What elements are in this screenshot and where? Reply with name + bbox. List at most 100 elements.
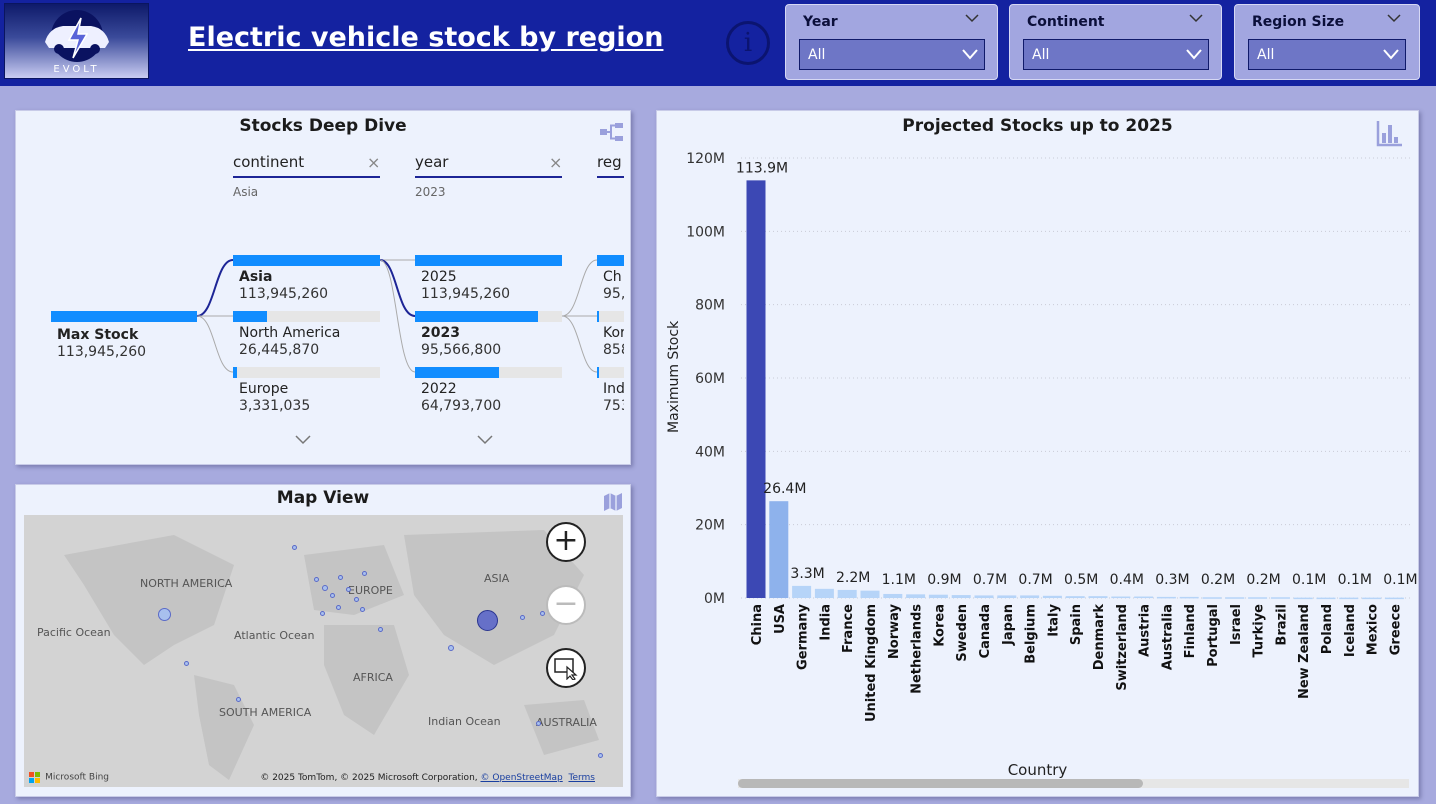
map-bubble[interactable]	[448, 645, 454, 651]
map-bubble[interactable]	[354, 597, 359, 602]
info-icon[interactable]: i	[726, 21, 770, 65]
continent-node-value: 3,331,035	[239, 398, 311, 414]
bar-australia[interactable]	[1156, 596, 1176, 599]
region-node-name: Ch	[603, 269, 622, 285]
root-bar[interactable]	[51, 311, 197, 322]
year-dropdown[interactable]: All	[799, 39, 985, 70]
bar-korea[interactable]	[928, 594, 948, 598]
region-bar[interactable]	[597, 255, 624, 266]
region-bar[interactable]	[597, 311, 624, 322]
bar-switzerland[interactable]	[1111, 596, 1131, 599]
scrollbar-thumb[interactable]	[738, 779, 1143, 788]
microsoft-logo-icon	[29, 772, 40, 783]
terms-link[interactable]: Terms	[568, 773, 595, 783]
map-label: EUROPE	[348, 584, 393, 597]
bar-brazil[interactable]	[1270, 597, 1290, 599]
osm-link[interactable]: © OpenStreetMap	[480, 773, 563, 783]
map-label: Indian Ocean	[428, 715, 501, 728]
bar-usa[interactable]	[769, 501, 789, 598]
bar-germany[interactable]	[792, 585, 812, 598]
filter-chip-region[interactable]: reg	[597, 153, 624, 183]
map-bubble[interactable]	[292, 545, 297, 550]
bar-mexico[interactable]	[1362, 597, 1382, 600]
horizontal-scrollbar[interactable]	[738, 779, 1409, 788]
region-node-value: 858	[603, 342, 624, 358]
bar-norway[interactable]	[883, 593, 903, 598]
bar-belgium[interactable]	[1020, 595, 1040, 598]
bar-india[interactable]	[814, 588, 834, 598]
year-bar[interactable]	[415, 367, 562, 378]
chevron-down-icon[interactable]	[965, 13, 979, 23]
year-bar[interactable]	[415, 311, 562, 322]
bar-spain[interactable]	[1065, 596, 1085, 598]
logo-text: EVOLT	[53, 64, 100, 75]
bar-canada[interactable]	[974, 595, 994, 598]
chevron-down-icon[interactable]	[294, 434, 312, 446]
continent-bar[interactable]	[233, 367, 380, 378]
close-icon[interactable]: ×	[549, 153, 563, 172]
bar-china[interactable]	[746, 180, 766, 598]
map-bubble[interactable]	[322, 585, 328, 591]
lasso-select-button[interactable]	[546, 648, 586, 688]
chip-label: reg	[597, 153, 622, 171]
map-label: Atlantic Ocean	[234, 629, 315, 642]
region-size-slicer[interactable]: Region Size All	[1234, 4, 1420, 80]
zoom-out-button[interactable]: −	[546, 585, 586, 625]
map-bubble-usa[interactable]	[158, 608, 171, 621]
map-bubble[interactable]	[336, 605, 341, 610]
close-icon[interactable]: ×	[367, 153, 381, 172]
bar-france[interactable]	[837, 589, 857, 598]
chip-underline	[415, 176, 562, 178]
bar-new-zealand[interactable]	[1293, 597, 1313, 600]
year-node-name: 2022	[421, 381, 457, 397]
bar-denmark[interactable]	[1088, 596, 1108, 598]
bar-portugal[interactable]	[1202, 597, 1222, 599]
region-bar[interactable]	[597, 367, 624, 378]
map-canvas[interactable]: NORTH AMERICA EUROPE ASIA Pacific Ocean …	[24, 515, 623, 787]
chevron-down-icon[interactable]	[1387, 13, 1401, 23]
map-bubble[interactable]	[536, 721, 541, 726]
dropdown-value: All	[1032, 47, 1050, 63]
map-bubble[interactable]	[330, 593, 335, 598]
continent-bar[interactable]	[233, 255, 380, 266]
region-size-dropdown[interactable]: All	[1248, 39, 1406, 70]
bar-turkiye[interactable]	[1248, 597, 1268, 599]
map-bubble[interactable]	[184, 661, 189, 666]
bar-netherlands[interactable]	[906, 594, 926, 598]
map-bubble[interactable]	[338, 575, 343, 580]
bar-israel[interactable]	[1225, 597, 1245, 599]
map-bubble[interactable]	[236, 697, 241, 702]
bar-finland[interactable]	[1179, 596, 1199, 599]
continent-slicer[interactable]: Continent All	[1009, 4, 1222, 80]
zoom-in-button[interactable]: +	[546, 522, 586, 562]
bar-poland[interactable]	[1316, 597, 1336, 600]
map-bubble[interactable]	[346, 587, 351, 592]
map-bubble[interactable]	[378, 627, 383, 632]
year-bar[interactable]	[415, 255, 562, 266]
region-node-value: 753	[603, 398, 624, 414]
year-node-value: 95,566,800	[421, 342, 502, 358]
bar-japan[interactable]	[997, 595, 1017, 598]
bar-fill	[597, 311, 600, 322]
continent-bar[interactable]	[233, 311, 380, 322]
chevron-down-icon[interactable]	[1189, 13, 1203, 23]
root-node-value: 113,945,260	[57, 344, 147, 360]
bar-united-kingdom[interactable]	[860, 590, 880, 598]
map-bubble-china[interactable]	[477, 610, 498, 631]
bar-greece[interactable]	[1384, 597, 1404, 600]
map-bubble[interactable]	[362, 571, 367, 576]
map-bubble[interactable]	[360, 607, 365, 612]
map-bubble[interactable]	[598, 753, 603, 758]
map-bubble[interactable]	[540, 611, 545, 616]
chevron-down-icon[interactable]	[476, 434, 494, 446]
map-bubble[interactable]	[520, 615, 525, 620]
continent-dropdown[interactable]: All	[1023, 39, 1209, 70]
bar-austria[interactable]	[1134, 596, 1154, 599]
map-bubble[interactable]	[314, 577, 319, 582]
map-bubble[interactable]	[320, 611, 325, 616]
continent-node-name: Asia	[239, 269, 273, 285]
bar-iceland[interactable]	[1339, 597, 1359, 600]
bar-italy[interactable]	[1042, 595, 1062, 598]
year-slicer[interactable]: Year All	[785, 4, 998, 80]
bar-sweden[interactable]	[951, 595, 971, 598]
